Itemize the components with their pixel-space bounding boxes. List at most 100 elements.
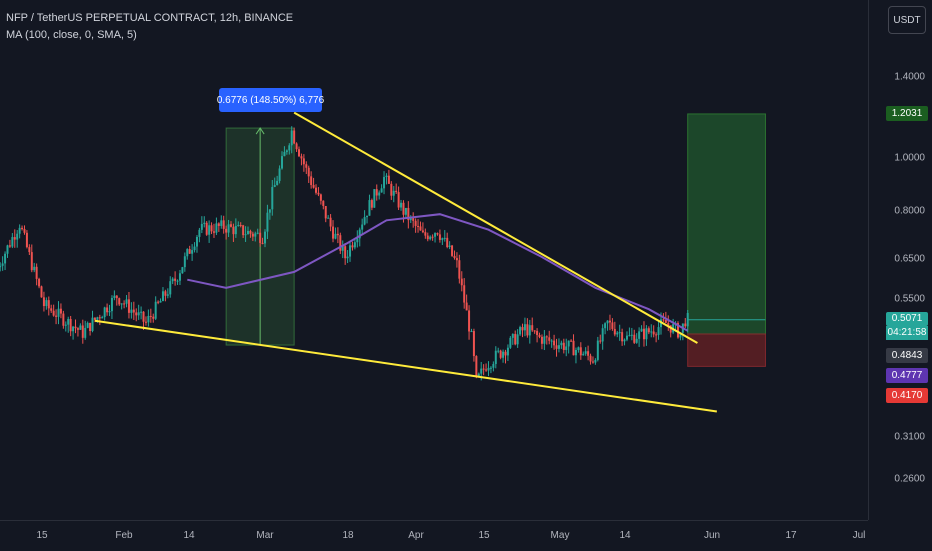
candle-body (642, 328, 645, 340)
candle-body (421, 230, 424, 233)
symbol-title[interactable]: NFP / TetherUS PERPETUAL CONTRACT, 12h, … (6, 12, 294, 24)
candle-body (222, 220, 225, 229)
candle-body (543, 336, 546, 344)
time-axis[interactable]: 15 Feb 14 Mar 18 Apr 15 May 14 Jun 17 Ju… (0, 520, 868, 551)
candle-body (528, 325, 531, 336)
candle-body (30, 252, 33, 271)
candle-body (302, 158, 305, 165)
candle-body (630, 334, 633, 336)
candle-body (55, 315, 58, 317)
candle-body (429, 236, 432, 240)
candle-body (310, 176, 313, 186)
candle-body (640, 328, 643, 332)
candle-body (502, 351, 505, 358)
x-tick-label: 17 (785, 530, 797, 541)
candle-body (390, 183, 393, 196)
candle-body (161, 291, 164, 302)
candle-body (395, 190, 398, 193)
candle-body (120, 303, 123, 305)
candle-body (557, 345, 560, 349)
candle-body (169, 281, 172, 295)
candle-body (62, 313, 65, 326)
candle-body (307, 167, 310, 177)
price-axis[interactable]: 1.4000 1.0000 0.8000 0.6500 0.5500 0.310… (868, 0, 932, 520)
candle-body (295, 143, 298, 150)
candle-body (23, 229, 26, 233)
candle-body (232, 226, 235, 235)
candle-body (523, 324, 526, 331)
candle-body (475, 356, 478, 377)
candle-body (40, 286, 43, 298)
current-price-label: 0.5071 (886, 312, 928, 326)
candle-body (210, 225, 213, 232)
candle-body (463, 285, 466, 303)
y-tick-label: 0.5500 (894, 293, 925, 305)
candle-body (261, 242, 264, 244)
candle-body (540, 336, 543, 344)
candle-body (572, 340, 575, 356)
candle-body (285, 150, 288, 153)
candle-body (669, 325, 672, 333)
candle-body (259, 232, 262, 243)
currency-button[interactable]: USDT (888, 6, 926, 34)
x-tick-label: Jul (852, 530, 866, 541)
candle-body (6, 245, 9, 254)
candle-body (521, 327, 524, 331)
candle-body (273, 185, 276, 187)
candle-body (599, 340, 602, 342)
candle-body (477, 373, 480, 377)
y-tick-label: 0.3100 (894, 431, 925, 443)
candle-body (378, 192, 381, 196)
target-price-label: 1.2031 (886, 106, 928, 121)
candle-body (244, 234, 247, 236)
candle-body (608, 320, 611, 323)
stop-zone (687, 333, 766, 367)
candle-body (334, 233, 337, 239)
candle-body (417, 225, 420, 227)
candle-body (47, 300, 50, 309)
candle-body (516, 334, 519, 345)
candle-body (375, 189, 378, 196)
candle-body (217, 223, 220, 226)
candle-body (633, 334, 636, 343)
candle-body (127, 299, 130, 313)
ma-price-label: 0.4843 (886, 348, 928, 363)
candle-body (72, 326, 75, 332)
candle-body (324, 205, 327, 219)
candle-body (249, 230, 252, 234)
x-tick-label: 14 (619, 530, 631, 541)
candle-body (110, 297, 113, 312)
candle-body (298, 149, 301, 157)
candle-body (203, 222, 206, 224)
candle-body (511, 333, 514, 338)
ma-indicator-label[interactable]: MA (100, close, 0, SMA, 5) (6, 29, 137, 41)
candle-body (178, 273, 181, 281)
candle-body (193, 246, 196, 251)
candle-body (290, 130, 293, 146)
candle-body (74, 326, 77, 329)
candle-body (329, 217, 332, 227)
candle-body (93, 317, 96, 320)
candle-body (526, 324, 529, 336)
candle-body (276, 180, 279, 186)
candle-body (514, 333, 517, 345)
candle-body (283, 152, 286, 157)
candle-body (229, 224, 232, 227)
candle-body (562, 342, 565, 350)
candle-body (460, 278, 463, 286)
candle-body (385, 175, 388, 177)
candle-body (4, 253, 7, 264)
candle-body (16, 233, 19, 240)
candle-body (686, 313, 689, 327)
candle-body (361, 224, 364, 230)
candle-body (305, 164, 308, 168)
candle-body (618, 332, 621, 334)
candle-body (402, 202, 405, 215)
candle-body (149, 315, 152, 317)
candle-body (519, 327, 522, 335)
candle-body (246, 230, 249, 235)
candle-body (492, 363, 495, 368)
candle-body (176, 280, 179, 282)
candle-body (621, 332, 624, 342)
